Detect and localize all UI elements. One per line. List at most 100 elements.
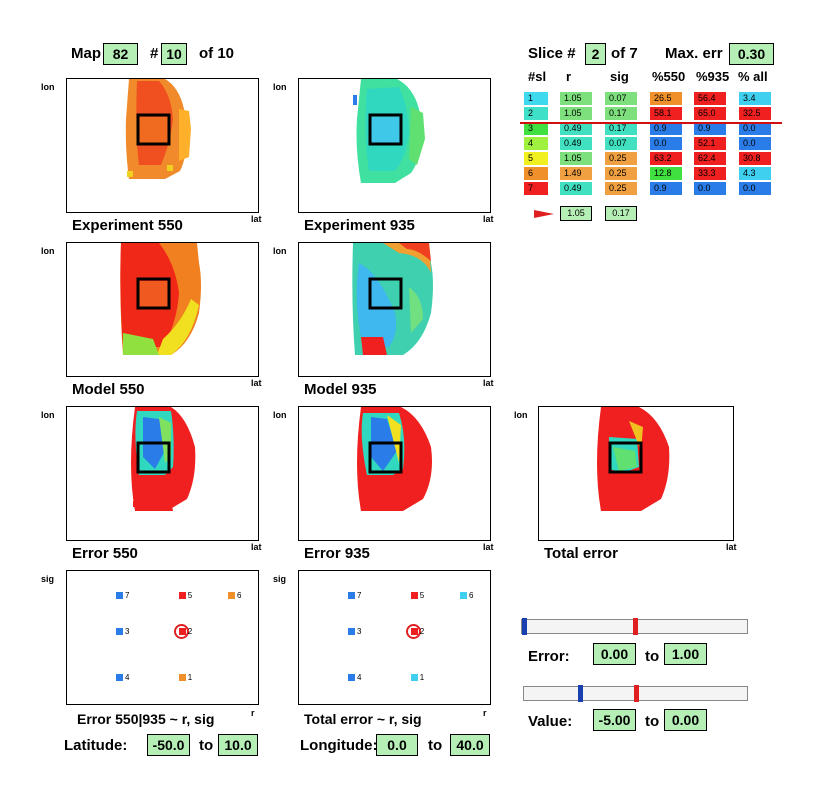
- value-to-label: to: [645, 713, 660, 730]
- table-cell-pall: 0.0: [739, 137, 771, 150]
- slice-field[interactable]: 2: [585, 43, 606, 65]
- experiment-550-map[interactable]: [66, 78, 259, 213]
- y-axis-label: lon: [273, 82, 287, 92]
- table-cell-p935: 56.4: [694, 92, 726, 105]
- scatter-1-title: Error 550|935 ~ r, sig: [77, 711, 215, 727]
- table-cell-sl[interactable]: 2: [524, 107, 548, 120]
- r-axis-label: r: [251, 708, 255, 718]
- value-range-slider[interactable]: [523, 685, 748, 702]
- value-max-handle[interactable]: [634, 685, 639, 702]
- scatter-point[interactable]: [178, 592, 186, 599]
- table-cell-sig: 0.17: [605, 107, 637, 120]
- table-cell-p550: 12.8: [650, 167, 682, 180]
- value-from-field[interactable]: -5.00: [593, 709, 636, 731]
- scatter-point[interactable]: [348, 592, 355, 599]
- scatter-point[interactable]: [348, 674, 355, 681]
- error-550-title: Error 550: [72, 545, 138, 562]
- total-error-scatter[interactable]: 7 5 6 3 2 4 1: [298, 570, 491, 705]
- error-from-field[interactable]: 0.00: [593, 643, 636, 665]
- latitude-to-field[interactable]: 10.0: [218, 734, 258, 756]
- experiment-550-heatmap: [125, 79, 191, 179]
- scatter-point[interactable]: [348, 628, 355, 636]
- y-axis-label: lon: [273, 246, 287, 256]
- max-err-field[interactable]: 0.30: [729, 43, 774, 65]
- error-550-heatmap: [131, 407, 196, 511]
- longitude-to-field[interactable]: 40.0: [450, 734, 490, 756]
- error-to-field[interactable]: 1.00: [664, 643, 707, 665]
- scatter-point-label: 7: [357, 591, 362, 600]
- table-cell-r: 0.49: [560, 122, 592, 135]
- selected-slice-line: [520, 122, 782, 124]
- scatter-point[interactable]: [410, 674, 418, 681]
- y-axis-label: lon: [41, 410, 55, 420]
- model-550-heatmap: [120, 243, 201, 355]
- total-error-map[interactable]: [538, 406, 734, 541]
- table-cell-r: 1.05: [560, 152, 592, 165]
- scatter-point-label: 2: [187, 627, 193, 637]
- table-cell-sl[interactable]: 1: [524, 92, 548, 105]
- selected-point-ring: [406, 623, 422, 639]
- index-of-label: of 10: [199, 45, 235, 62]
- model-550-map[interactable]: [66, 242, 259, 377]
- scatter-point-label: 7: [125, 591, 130, 600]
- error-to-label: to: [645, 648, 660, 665]
- table-cell-p550: 26.5: [650, 92, 682, 105]
- experiment-935-heatmap: [353, 79, 425, 183]
- table-cell-sig: 0.25: [605, 167, 637, 180]
- y-axis-label: lon: [514, 410, 528, 420]
- scatter-point-label: 4: [125, 673, 130, 682]
- index-label: #: [150, 45, 159, 62]
- error-935-map[interactable]: [298, 406, 491, 541]
- value-range-label: Value:: [528, 713, 573, 730]
- table-cell-r: 1.05: [560, 92, 592, 105]
- error-550-935-scatter[interactable]: 7 5 6 3 2 4 1: [66, 570, 259, 705]
- table-cell-sl[interactable]: 3: [524, 122, 548, 135]
- error-min-handle[interactable]: [522, 618, 527, 635]
- scatter-point-label: 1: [419, 673, 425, 682]
- scatter-point[interactable]: [116, 628, 123, 636]
- longitude-from-field[interactable]: 0.0: [376, 734, 418, 756]
- scatter-point[interactable]: [116, 592, 123, 599]
- scatter-point[interactable]: [116, 674, 123, 681]
- scatter-point-label: 6: [237, 591, 242, 600]
- x-axis-label: lat: [251, 542, 262, 552]
- table-header: %550: [652, 69, 686, 84]
- scatter-point[interactable]: [460, 592, 467, 599]
- scatter-point[interactable]: [178, 674, 186, 681]
- value-to-field[interactable]: 0.00: [664, 709, 707, 731]
- scatter-point[interactable]: [410, 592, 418, 599]
- scatter-point-label: 4: [357, 673, 362, 682]
- current-sig-field[interactable]: 0.17: [605, 206, 637, 221]
- model-935-map[interactable]: [298, 242, 491, 377]
- table-cell-sl[interactable]: 6: [524, 167, 548, 180]
- table-cell-r: 1.49: [560, 167, 592, 180]
- table-cell-p935: 52.1: [694, 137, 726, 150]
- table-cell-sl[interactable]: 7: [524, 182, 548, 195]
- x-axis-label: lat: [483, 214, 494, 224]
- error-range-slider[interactable]: [521, 618, 748, 635]
- current-r-field[interactable]: 1.05: [560, 206, 592, 221]
- index-field[interactable]: 10: [161, 43, 187, 65]
- pointer-arrow-icon: [534, 210, 554, 218]
- table-cell-sl[interactable]: 4: [524, 137, 548, 150]
- experiment-935-title: Experiment 935: [304, 217, 415, 234]
- scatter-point-label: 3: [357, 627, 362, 637]
- table-cell-p935: 33.3: [694, 167, 726, 180]
- slice-label: Slice #: [528, 45, 576, 62]
- model-935-heatmap: [352, 243, 433, 355]
- table-cell-sl[interactable]: 5: [524, 152, 548, 165]
- scatter-point-label: 3: [125, 627, 130, 637]
- scatter-point-label: 5: [187, 591, 193, 600]
- error-550-map[interactable]: [66, 406, 259, 541]
- error-max-handle[interactable]: [633, 618, 638, 635]
- value-min-handle[interactable]: [578, 685, 583, 702]
- table-cell-pall: 0.0: [739, 182, 771, 195]
- experiment-935-map[interactable]: [298, 78, 491, 213]
- latitude-from-field[interactable]: -50.0: [147, 734, 190, 756]
- map-number-field[interactable]: 82: [103, 43, 138, 65]
- table-cell-pall: 30.8: [739, 152, 771, 165]
- table-cell-sig: 0.25: [605, 152, 637, 165]
- latitude-to-label: to: [199, 737, 214, 754]
- scatter-point[interactable]: [228, 592, 235, 599]
- error-935-heatmap: [357, 407, 432, 511]
